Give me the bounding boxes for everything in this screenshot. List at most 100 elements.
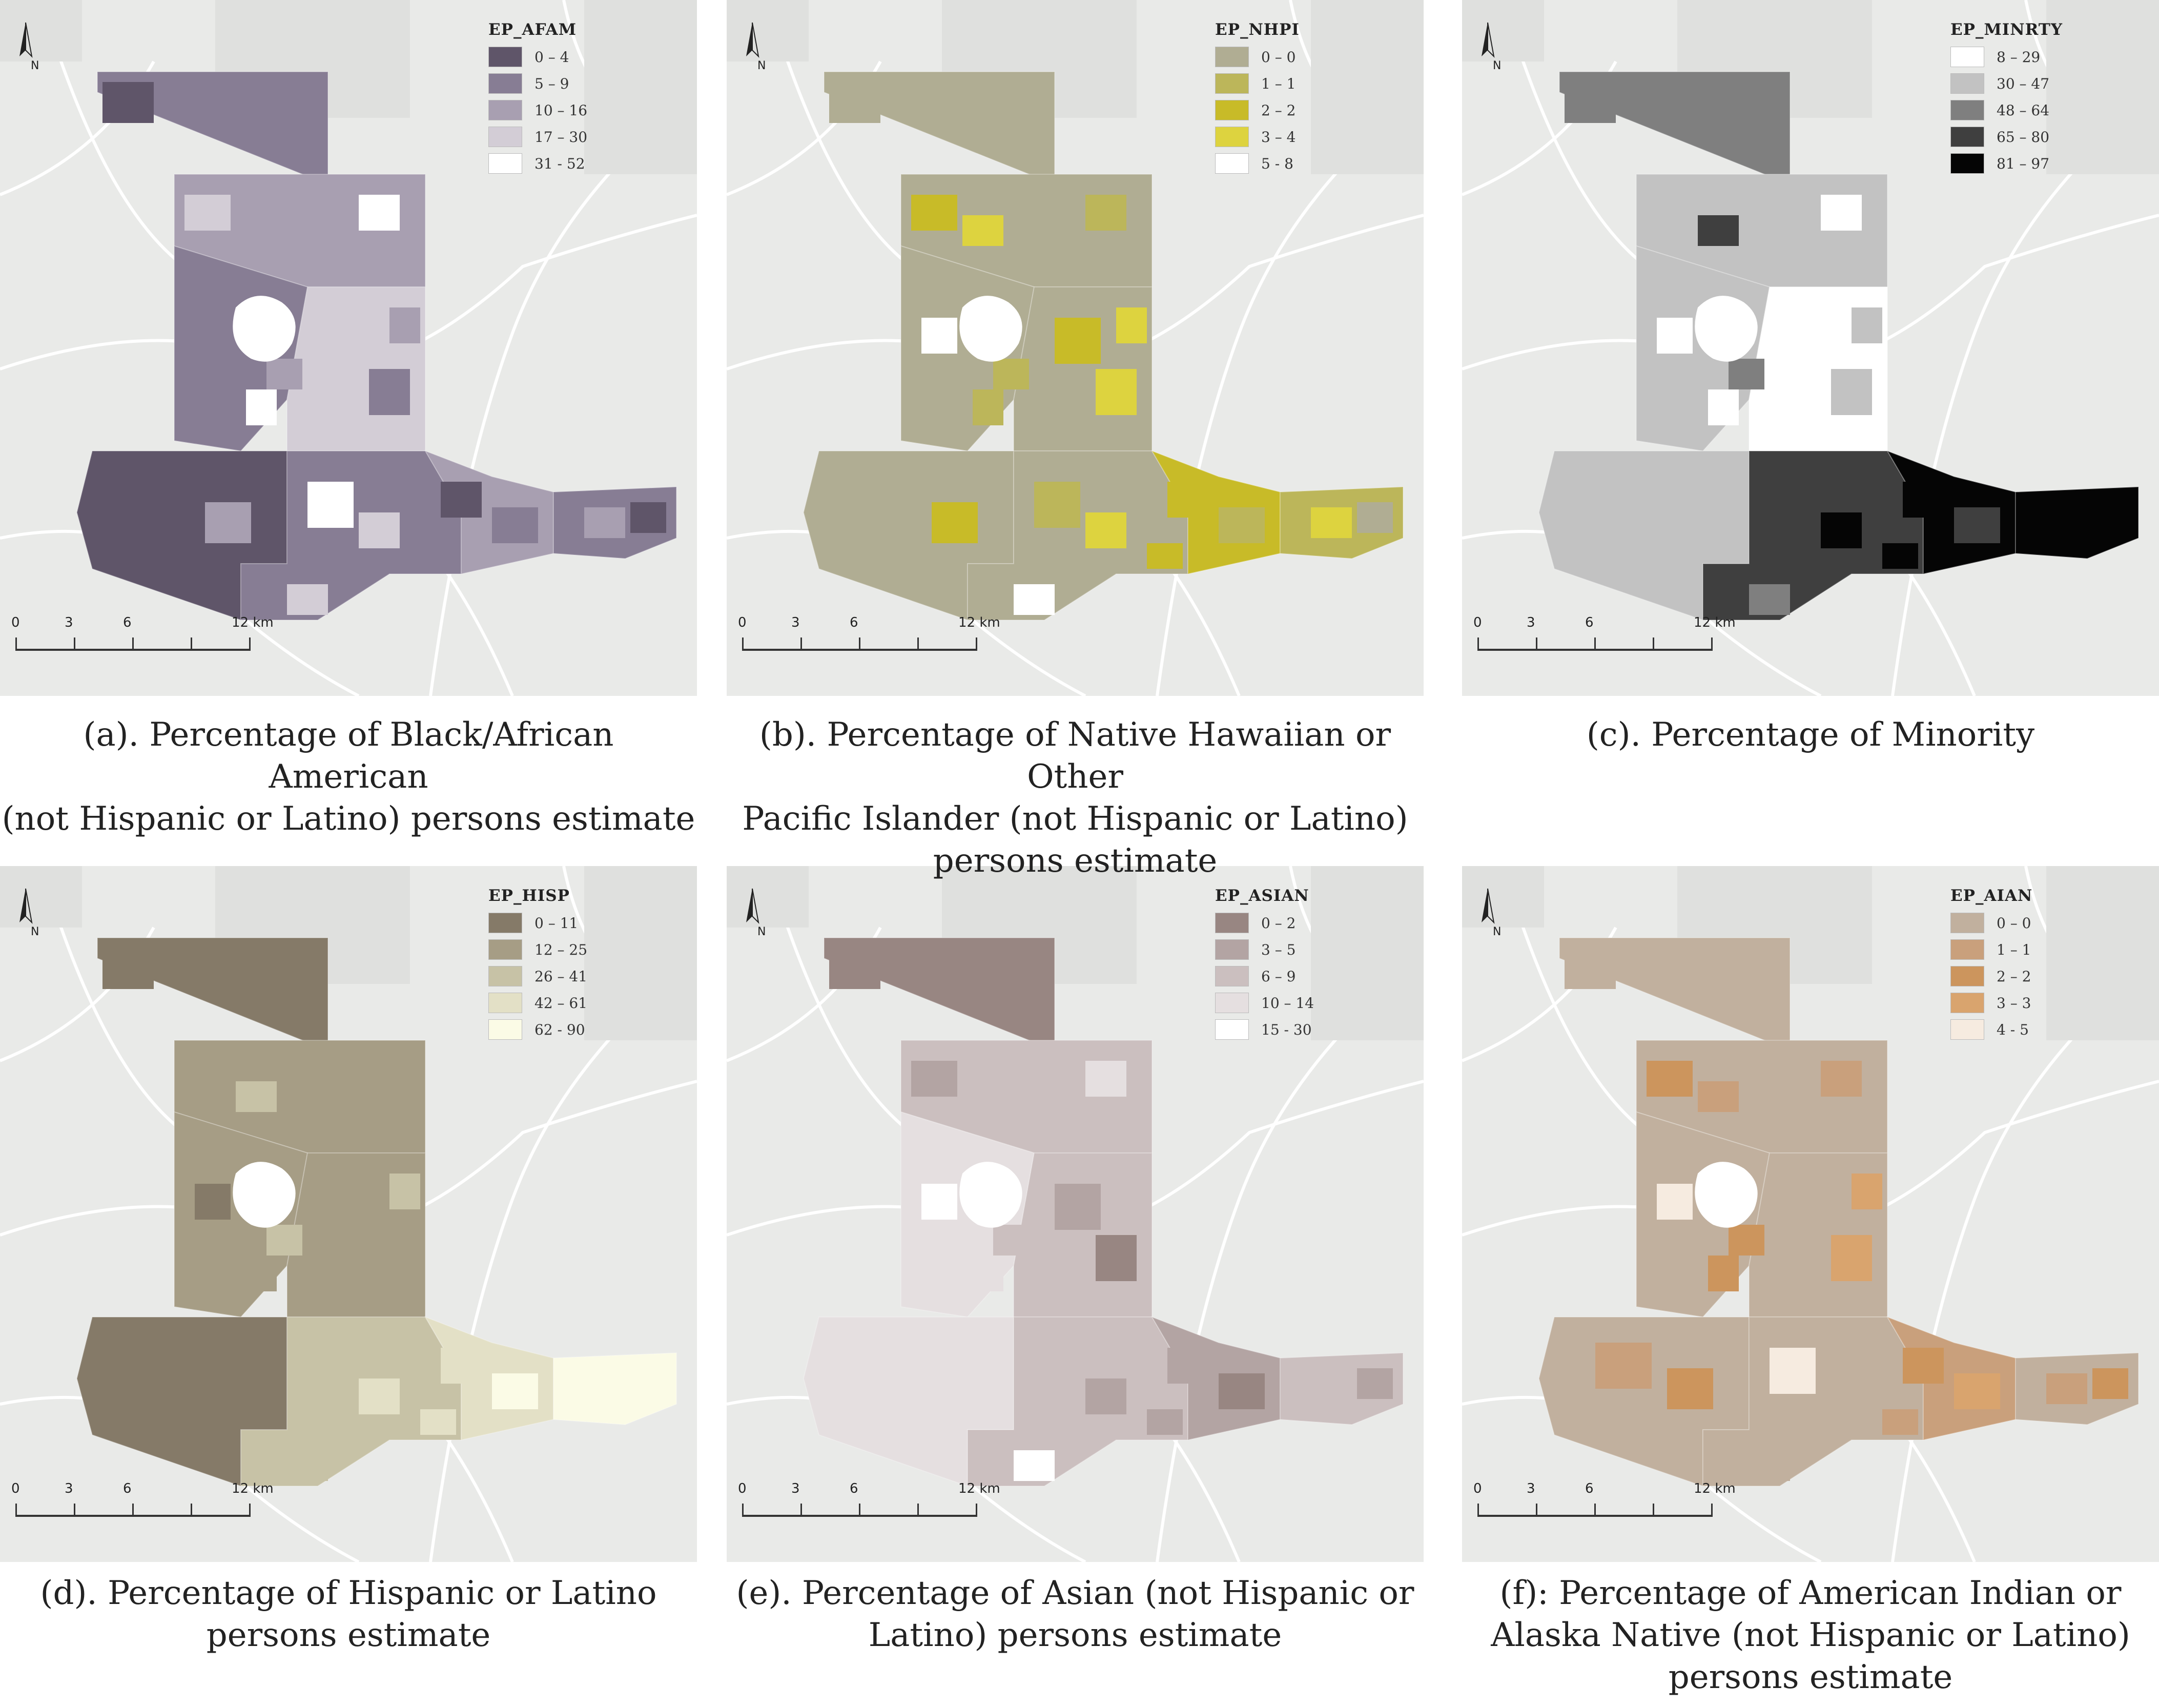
choropleth-map [1462, 0, 2159, 696]
legend-label: 5 – 9 [534, 75, 569, 92]
basemap-area [1462, 0, 1544, 61]
choropleth-map [727, 866, 1424, 1562]
legend-item: 6 – 9 [1215, 965, 1314, 987]
scale-tick [1653, 637, 1654, 651]
scale-label: 3 [65, 1481, 73, 1496]
map-legend: EP_MINRTY 8 – 29 30 – 47 48 – 64 65 – 80 81 –… [1950, 20, 2063, 179]
caption-line: persons estimate [1668, 1658, 1953, 1696]
tract-block [184, 1061, 231, 1097]
caption-line: (b). Percentage of Native Hawaiian or Ot… [759, 716, 1391, 796]
legend-label: 3 – 4 [1261, 128, 1296, 146]
scale-tick [191, 1504, 192, 1517]
tract-block [205, 502, 251, 543]
basemap-area [2046, 0, 2159, 174]
legend-label: 0 – 2 [1261, 914, 1296, 932]
legend-item: 65 – 80 [1950, 126, 2063, 148]
caption-line: Latino) persons estimate [868, 1616, 1282, 1654]
legend-label: 4 - 5 [1997, 1021, 2029, 1038]
tract-block [492, 1373, 538, 1409]
scale-label: 0 [738, 1481, 747, 1496]
tract-block [359, 1061, 400, 1097]
caption-line: (d). Percentage of Hispanic or Latino [40, 1574, 657, 1612]
tract-block [932, 502, 978, 543]
tract-block [441, 482, 482, 518]
scale-label: 0 [11, 615, 20, 630]
legend-label: 0 – 11 [534, 914, 579, 932]
tract-block [1219, 1373, 1265, 1409]
tract-block [1096, 1235, 1137, 1281]
tract-block [1903, 482, 1944, 518]
legend-swatch [1215, 47, 1249, 67]
scale-label: 3 [65, 615, 73, 630]
legend-swatch [488, 100, 522, 120]
north-arrow-icon: N [737, 20, 770, 77]
basemap-area [1462, 866, 1544, 928]
legend-item: 10 – 16 [488, 99, 587, 121]
tract-block [1565, 948, 1616, 989]
legend-label: 65 – 80 [1997, 128, 2050, 146]
scale-tick [1711, 1504, 1713, 1517]
scale-tick [1711, 637, 1713, 651]
legend-item: 0 – 0 [1950, 912, 2032, 934]
basemap-area [727, 866, 809, 928]
choropleth-map [0, 866, 697, 1562]
map-panel-a: N EP_AFAM 0 – 4 5 – 9 10 – 16 17 – 30 31 - 52 0… [0, 0, 697, 696]
tract-block [369, 369, 410, 415]
legend-label: 2 – 2 [1997, 968, 2031, 985]
legend-label: 17 – 30 [534, 128, 588, 146]
scale-label: 3 [1527, 615, 1535, 630]
tract-block [266, 359, 302, 389]
tract-block [1565, 82, 1616, 123]
tract-block [1831, 1235, 1872, 1281]
tract-block [133, 477, 190, 523]
legend-swatch [1950, 993, 1984, 1013]
choropleth-map [727, 0, 1424, 696]
tract-block [1667, 502, 1713, 543]
map-panel-f: N EP_AIAN 0 – 0 1 – 1 2 – 2 3 – 3 4 - 5 0 3 6 12 k… [1462, 866, 2159, 1562]
legend-title: EP_NHPI [1215, 20, 1300, 39]
tract-block [328, 1184, 374, 1230]
tract-block [1903, 1348, 1944, 1384]
basemap-area [0, 0, 82, 61]
map-panel-d: N EP_HISP 0 – 11 12 – 25 26 – 41 42 – 61 62 - … [0, 866, 697, 1562]
tract-block [1657, 318, 1693, 354]
basemap-area [1311, 0, 1424, 174]
legend-swatch [1950, 100, 1984, 120]
no-data-area [233, 1162, 296, 1228]
basemap-road [1891, 91, 2159, 696]
basemap-area [727, 0, 809, 61]
tract-block [1790, 318, 1836, 364]
scale-label: 0 [11, 1481, 20, 1496]
tract-block [911, 1061, 957, 1097]
tract-block [1096, 369, 1137, 415]
tract-block [1821, 1061, 1862, 1097]
tract-block [1647, 1061, 1693, 1097]
scale-label: 6 [123, 615, 132, 630]
legend-swatch [1215, 100, 1249, 120]
legend-swatch [1950, 73, 1984, 94]
map-panel-e: N EP_ASIAN 0 – 2 3 – 5 6 – 9 10 – 14 15 - 30 0 3… [727, 866, 1424, 1562]
caption-b: (b). Percentage of Native Hawaiian or Ot… [727, 714, 1424, 882]
scale-tick [1477, 637, 1479, 651]
legend-swatch [1950, 966, 1984, 986]
scale-bar: 0 3 6 12 km [11, 615, 298, 671]
legend-item: 17 – 30 [488, 126, 587, 148]
map-panel-c: N EP_MINRTY 8 – 29 30 – 47 48 – 64 65 – 80 81 … [1462, 0, 2159, 696]
scale-tick [800, 1504, 802, 1517]
tract-block [1034, 1348, 1080, 1394]
scale-tick [132, 637, 134, 651]
caption-line: (not Hispanic or Latino) persons estimat… [2, 800, 695, 838]
scale-label: 6 [850, 615, 858, 630]
caption-line: persons estimate [206, 1616, 491, 1654]
tract-block [1055, 1184, 1101, 1230]
legend-label: 1 – 1 [1261, 75, 1296, 92]
tract-block [1729, 1225, 1764, 1256]
caption-line: (f): Percentage of American Indian or [1499, 1574, 2122, 1612]
legend-swatch [488, 1019, 522, 1040]
scale-tick [1536, 1504, 1537, 1517]
tract-block [1770, 482, 1816, 528]
tract-block [1749, 1450, 1790, 1481]
tract-block [1219, 507, 1265, 543]
tract-block [630, 1368, 666, 1399]
scale-bar: 0 3 6 12 km [1473, 615, 1760, 671]
